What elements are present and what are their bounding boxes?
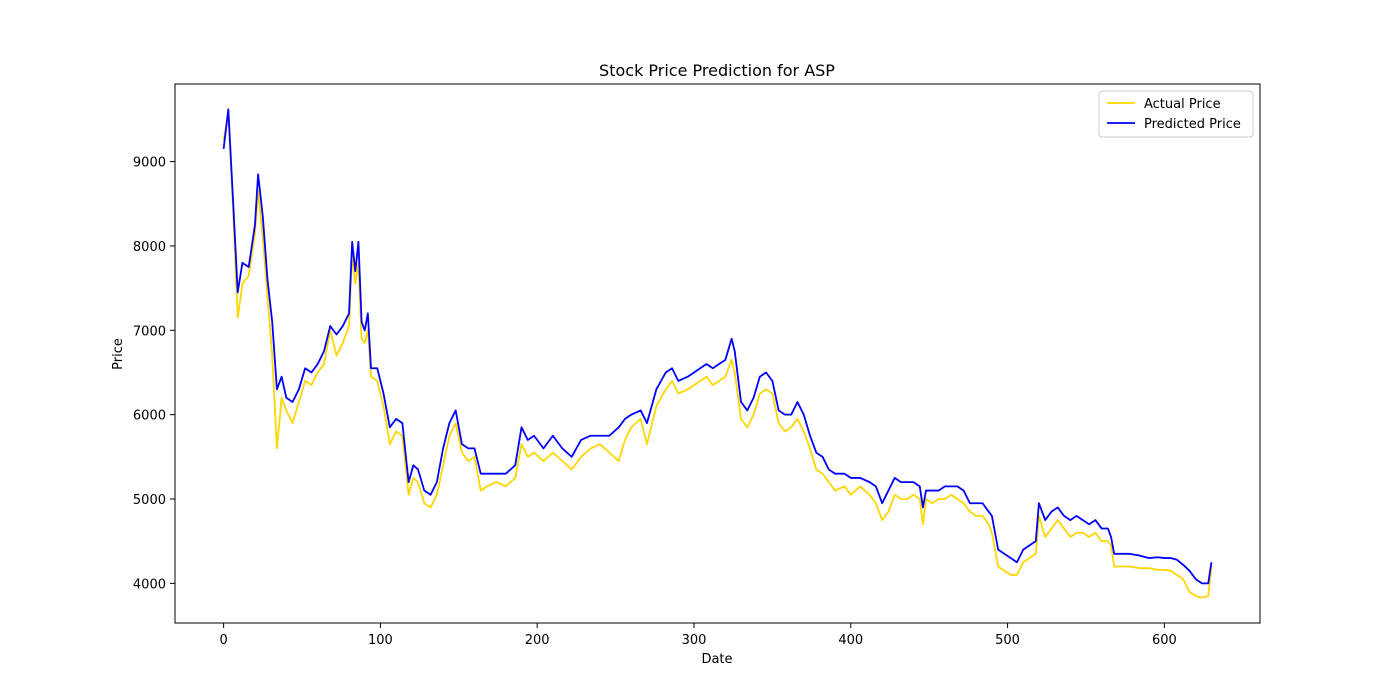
x-tick-label: 200	[525, 633, 550, 648]
y-tick-label: 9000	[133, 156, 166, 171]
legend-label: Predicted Price	[1144, 117, 1241, 132]
y-tick-label: 5000	[133, 493, 166, 508]
legend: Actual Price Predicted Price	[1098, 90, 1254, 138]
x-tick-label: 500	[995, 633, 1020, 648]
series-line-predicted-price	[222, 108, 1213, 585]
x-tick-label: 300	[682, 633, 707, 648]
y-axis-label: Price	[111, 338, 126, 370]
plot-area	[222, 108, 1213, 599]
y-axis: 4000 5000 6000 7000 8000 9000	[133, 156, 175, 592]
x-tick-label: 600	[1152, 633, 1177, 648]
chart-title: Stock Price Prediction for ASP	[599, 61, 835, 80]
x-tick-label: 0	[219, 633, 227, 648]
x-axis-label: Date	[701, 652, 732, 667]
x-tick-label: 400	[838, 633, 863, 648]
y-tick-label: 8000	[133, 240, 166, 255]
y-tick-label: 4000	[133, 577, 166, 592]
legend-label: Actual Price	[1144, 97, 1221, 112]
y-tick-label: 6000	[133, 409, 166, 424]
x-axis: 0 100 200 300 400 500 600	[219, 623, 1177, 648]
x-tick-label: 100	[368, 633, 393, 648]
axes-frame	[174, 83, 1261, 624]
y-tick-label: 7000	[133, 324, 166, 339]
legend-box	[1098, 90, 1254, 138]
